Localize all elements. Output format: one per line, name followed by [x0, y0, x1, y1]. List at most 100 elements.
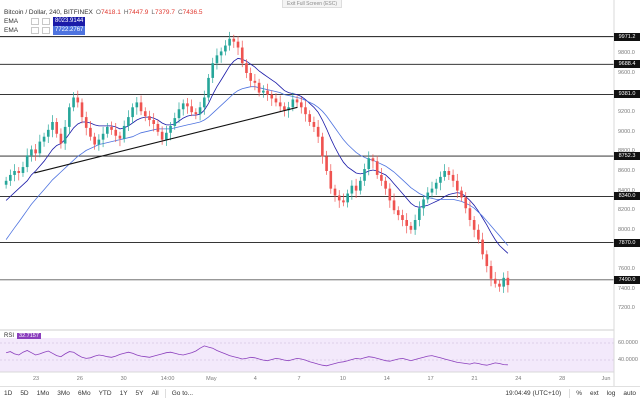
log-scale-button[interactable]: log: [606, 389, 616, 397]
ohlc-close: C7436.5: [177, 9, 203, 16]
candle-body: [396, 210, 400, 216]
indicator-visibility-icon[interactable]: [42, 27, 50, 34]
candle-body: [181, 103, 185, 110]
candle-body: [202, 97, 206, 108]
price-tick: 8600.0: [618, 168, 635, 174]
candle-body: [169, 125, 172, 133]
candle-body: [110, 126, 113, 130]
candle-body: [262, 90, 265, 93]
time-tick: 14:00: [160, 376, 175, 382]
indicator-value: 7722.2767: [53, 26, 86, 35]
range-ytd-button[interactable]: YTD: [98, 389, 112, 397]
candle-body: [59, 133, 63, 144]
candle-body: [30, 149, 33, 156]
clock[interactable]: 19:04:49 (UTC+10): [505, 390, 562, 397]
range-1y-button[interactable]: 1Y: [119, 389, 128, 397]
indicator-settings-icon[interactable]: [31, 27, 39, 34]
percent-scale-button[interactable]: %: [576, 389, 582, 397]
candle-body: [249, 73, 252, 81]
candle-body: [439, 176, 442, 183]
rsi-legend[interactable]: RSI 32.7157: [4, 333, 41, 339]
candle-body: [198, 107, 202, 115]
range-all-button[interactable]: All: [151, 389, 159, 397]
time-tick: 7: [297, 376, 301, 382]
indicator-visibility-icon[interactable]: [42, 18, 50, 25]
candle-body: [173, 118, 177, 126]
candle-body: [89, 127, 92, 137]
candle-body: [455, 180, 459, 191]
candle-body: [299, 102, 303, 108]
candle-body: [160, 131, 164, 140]
auto-scale-button[interactable]: auto: [623, 389, 636, 397]
range-3mo-button[interactable]: 3Mo: [57, 389, 70, 397]
candle-body: [68, 107, 71, 127]
candle-body: [253, 80, 257, 83]
candle-body: [321, 136, 324, 157]
goto-button[interactable]: Go to...: [171, 389, 194, 397]
rsi-tick-60: 60.0000: [618, 340, 638, 346]
range-1d-button[interactable]: 1D: [4, 389, 13, 397]
ema-line: [5, 86, 509, 246]
candle-body: [304, 107, 307, 115]
time-tick: May: [206, 376, 217, 382]
candle-body: [489, 266, 493, 279]
candle-body: [270, 94, 274, 99]
candle-body: [122, 125, 126, 139]
toolbar-divider: [569, 389, 571, 398]
candle-body: [236, 41, 240, 48]
range-6mo-button[interactable]: 6Mo: [77, 389, 91, 397]
time-tick: 26: [76, 376, 83, 382]
indicator-name: EMA: [4, 27, 19, 34]
candle-body: [312, 122, 316, 127]
candle-body: [443, 171, 446, 177]
candle-body: [21, 167, 25, 173]
price-tick: 7600.0: [618, 266, 635, 272]
price-tick: 8200.0: [618, 207, 635, 214]
price-tick: 9600.0: [618, 70, 635, 76]
candle-body: [106, 126, 109, 134]
range-1mo-button[interactable]: 1Mo: [36, 389, 50, 397]
indicator-row-ema-1[interactable]: EMA 8023.9144: [4, 17, 203, 26]
candle-body: [367, 158, 371, 170]
candle-body: [354, 185, 358, 191]
exit-fullscreen-hint[interactable]: Exit Full Screen (ESC): [282, 0, 343, 8]
candle-body: [211, 63, 215, 78]
ext-hours-button[interactable]: ext: [589, 389, 599, 397]
candle-body: [287, 107, 290, 111]
range-5d-button[interactable]: 5D: [20, 389, 29, 397]
candle-body: [346, 193, 349, 203]
candle-body: [194, 112, 198, 115]
time-tick: 28: [559, 376, 566, 382]
candle-body: [418, 208, 421, 220]
candle-body: [430, 188, 434, 193]
range-5y-button[interactable]: 5Y: [135, 389, 144, 397]
candle-body: [190, 106, 193, 113]
candle-body: [55, 122, 59, 134]
indicator-row-ema-2[interactable]: EMA 7722.2767: [4, 26, 203, 35]
candle-body: [25, 155, 29, 168]
ohlc-high: H7447.9: [123, 9, 149, 16]
candle-body: [283, 106, 286, 111]
indicator-settings-icon[interactable]: [31, 18, 39, 25]
candle-body: [42, 136, 46, 142]
ohlc-low: L7379.7: [151, 9, 175, 16]
candle-body: [207, 77, 210, 98]
candle-body: [498, 283, 501, 287]
toolbar-right: 19:04:49 (UTC+10) % ext log auto: [499, 387, 640, 400]
time-tick: 10: [339, 376, 346, 382]
candle-body: [392, 200, 396, 211]
time-tick: 4: [253, 376, 257, 382]
symbol-title[interactable]: Bitcoin / Dollar, 240, BITFINEX: [4, 9, 93, 16]
candle-body: [215, 55, 219, 64]
candle-body: [232, 38, 236, 42]
trendline-drawing: [34, 106, 298, 174]
toolbar-divider: [164, 389, 166, 398]
chart-canvas[interactable]: [0, 0, 640, 386]
time-tick: 21: [471, 376, 478, 382]
candle-body: [152, 120, 155, 124]
chart-legend: Bitcoin / Dollar, 240, BITFINEX O7418.1 …: [4, 8, 203, 35]
price-tick: 8800.0: [618, 148, 635, 154]
price-tick: 9800.0: [618, 50, 635, 57]
ohlc-open: O7418.1: [95, 9, 121, 16]
